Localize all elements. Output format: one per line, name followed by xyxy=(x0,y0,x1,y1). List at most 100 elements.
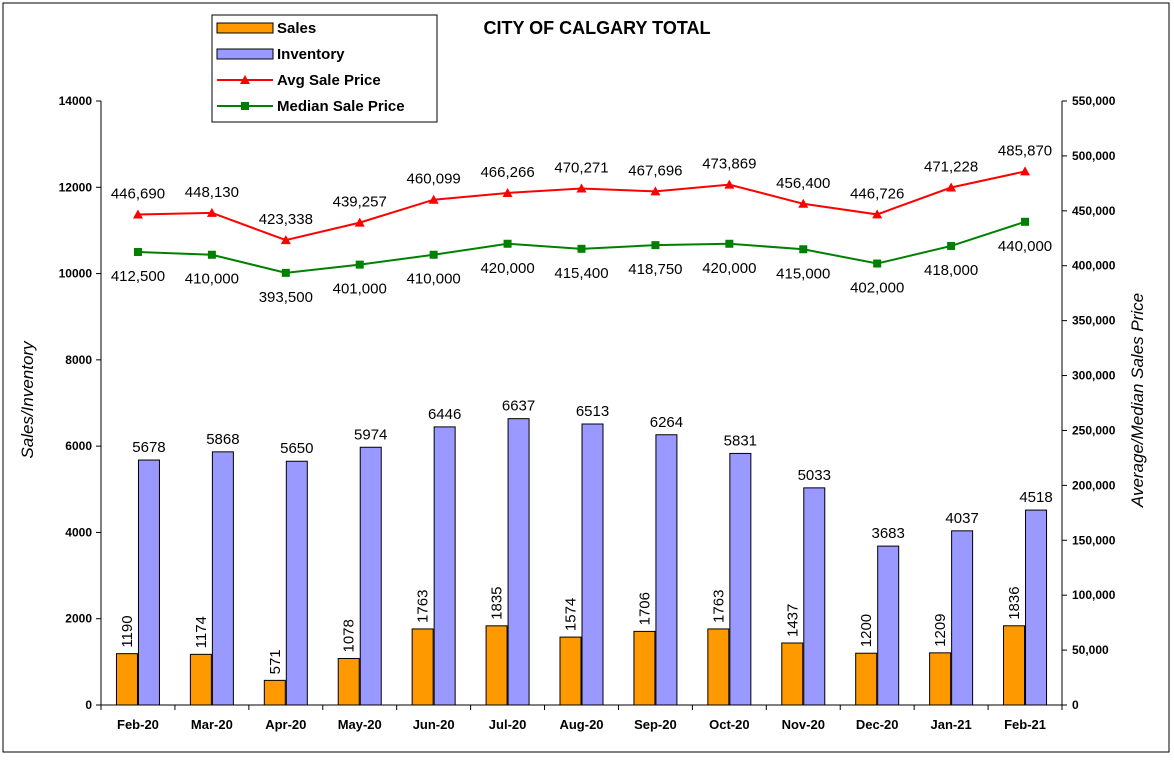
inventory-bar xyxy=(951,530,974,706)
inventory-bar xyxy=(433,426,456,706)
inventory-data-label: 5033 xyxy=(798,467,831,484)
x-tick-label: Feb-20 xyxy=(117,717,159,732)
y2-tick-label: 250,000 xyxy=(1072,423,1116,437)
inventory-data-label: 5974 xyxy=(354,426,387,443)
sales-data-label: 571 xyxy=(267,649,284,674)
x-tick-label: Sep-20 xyxy=(634,717,677,732)
avg-price-data-label: 460,099 xyxy=(407,171,461,188)
y-tick-label: 4000 xyxy=(65,525,92,539)
legend-swatch-sales xyxy=(216,22,274,34)
inventory-data-label: 6637 xyxy=(502,398,535,415)
sales-bar xyxy=(485,625,508,706)
avg-price-data-label: 456,400 xyxy=(776,175,830,192)
y2-tick-label: 500,000 xyxy=(1072,149,1116,163)
y-tick-label: 10000 xyxy=(59,267,93,281)
inventory-bar xyxy=(803,487,826,706)
median-price-point xyxy=(577,244,586,253)
legend-label: Median Sale Price xyxy=(277,98,405,115)
y2-tick-label: 350,000 xyxy=(1072,314,1116,328)
avg-price-point xyxy=(872,209,883,219)
median-price-point xyxy=(725,239,734,248)
inventory-bar xyxy=(655,434,678,706)
sales-data-label: 1574 xyxy=(563,598,580,631)
median-price-point xyxy=(355,260,364,269)
avg-price-point xyxy=(354,217,365,227)
median-price-point xyxy=(429,250,438,259)
median-price-data-label: 440,000 xyxy=(998,238,1052,255)
inventory-data-label: 3683 xyxy=(872,525,905,542)
avg-price-data-label: 471,228 xyxy=(924,159,978,176)
median-price-data-label: 420,000 xyxy=(480,260,534,277)
avg-price-point xyxy=(650,186,661,196)
y2-axis-title: Average/Median Sales Price xyxy=(1128,293,1147,508)
avg-price-point xyxy=(502,187,513,197)
avg-price-data-label: 470,271 xyxy=(554,160,608,177)
y-axis-title: Sales/Inventory xyxy=(18,340,37,459)
sales-data-label: 1437 xyxy=(784,604,801,637)
x-tick-label: Feb-21 xyxy=(1004,717,1046,732)
sales-bar xyxy=(189,653,212,706)
sales-data-label: 1835 xyxy=(489,586,506,619)
sales-data-label: 1763 xyxy=(415,590,432,623)
sales-bar xyxy=(929,652,952,706)
median-price-data-label: 420,000 xyxy=(702,260,756,277)
avg-price-data-label: 466,266 xyxy=(480,164,534,181)
legend-label: Sales xyxy=(277,20,316,37)
avg-price-data-label: 423,338 xyxy=(259,211,313,228)
avg-price-data-label: 446,726 xyxy=(850,185,904,202)
avg-price-data-label: 448,130 xyxy=(185,184,239,201)
inventory-data-label: 5868 xyxy=(206,431,239,448)
median-price-point xyxy=(1021,217,1030,226)
median-price-point xyxy=(873,259,882,268)
inventory-bar xyxy=(507,418,530,706)
avg-price-point xyxy=(798,198,809,208)
sales-bar xyxy=(411,628,434,706)
avg-price-point xyxy=(576,183,587,193)
sales-data-label: 1209 xyxy=(932,613,949,646)
sales-data-label: 1190 xyxy=(119,615,136,647)
inventory-data-label: 4518 xyxy=(1019,489,1052,506)
chart-title: CITY OF CALGARY TOTAL xyxy=(483,18,710,38)
avg-price-point xyxy=(280,235,291,245)
avg-price-point xyxy=(132,209,143,219)
median-price-data-label: 418,750 xyxy=(628,261,682,278)
inventory-bar xyxy=(729,452,752,706)
median-price-data-label: 415,000 xyxy=(776,265,830,282)
avg-price-data-label: 473,869 xyxy=(702,156,756,173)
y2-tick-label: 400,000 xyxy=(1072,259,1116,273)
avg-price-data-label: 467,696 xyxy=(628,162,682,179)
median-price-data-label: 402,000 xyxy=(850,280,904,297)
median-price-point xyxy=(799,245,808,254)
inventory-data-label: 5678 xyxy=(132,439,165,456)
median-price-data-label: 412,500 xyxy=(111,268,165,285)
legend-label: Inventory xyxy=(277,46,345,63)
inventory-data-label: 4037 xyxy=(945,510,978,527)
avg-price-point xyxy=(724,179,735,189)
sales-bar xyxy=(263,679,286,706)
legend-swatch-inventory xyxy=(216,48,274,60)
y2-tick-label: 150,000 xyxy=(1072,533,1116,547)
inventory-bar xyxy=(1025,509,1048,706)
inventory-data-label: 5650 xyxy=(280,440,313,457)
median-price-data-label: 401,000 xyxy=(333,281,387,298)
y-tick-label: 6000 xyxy=(65,439,92,453)
x-tick-label: Jan-21 xyxy=(931,717,972,732)
sales-bar xyxy=(781,642,804,706)
sales-data-label: 1763 xyxy=(710,590,727,623)
legend: Sales Inventory Avg Sale Price Median Sale … xyxy=(211,14,438,123)
inventory-data-label: 6264 xyxy=(650,414,683,431)
avg-price-point xyxy=(946,182,957,192)
x-tick-label: Oct-20 xyxy=(709,717,749,732)
y2-tick-label: 0 xyxy=(1072,698,1079,712)
y-tick-label: 8000 xyxy=(65,353,92,367)
x-tick-label: Nov-20 xyxy=(782,717,825,732)
y2-tick-label: 100,000 xyxy=(1072,588,1116,602)
inventory-bar xyxy=(877,545,900,706)
median-price-data-label: 418,000 xyxy=(924,262,978,279)
avg-price-data-label: 446,690 xyxy=(111,185,165,202)
inventory-bar xyxy=(285,460,308,706)
sales-data-label: 1836 xyxy=(1006,586,1023,619)
median-price-data-label: 410,000 xyxy=(185,271,239,288)
